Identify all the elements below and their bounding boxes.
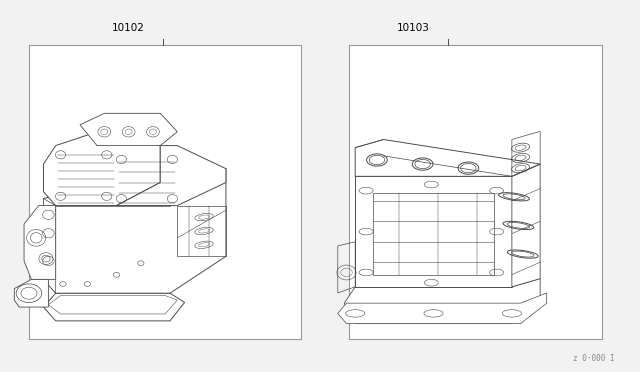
Polygon shape xyxy=(24,206,56,279)
Text: 10103: 10103 xyxy=(396,23,429,33)
Text: z 0·000 I: z 0·000 I xyxy=(573,354,614,363)
Polygon shape xyxy=(44,293,184,321)
Polygon shape xyxy=(116,145,226,206)
Polygon shape xyxy=(338,293,547,324)
Polygon shape xyxy=(344,279,540,324)
Polygon shape xyxy=(44,164,226,293)
Polygon shape xyxy=(44,129,160,206)
Bar xyxy=(349,45,602,339)
Bar xyxy=(29,45,301,339)
Polygon shape xyxy=(355,140,540,176)
Polygon shape xyxy=(512,164,540,287)
Polygon shape xyxy=(14,279,49,307)
Polygon shape xyxy=(44,199,56,293)
Polygon shape xyxy=(80,113,177,145)
Text: 10102: 10102 xyxy=(111,23,145,33)
Polygon shape xyxy=(355,176,512,287)
